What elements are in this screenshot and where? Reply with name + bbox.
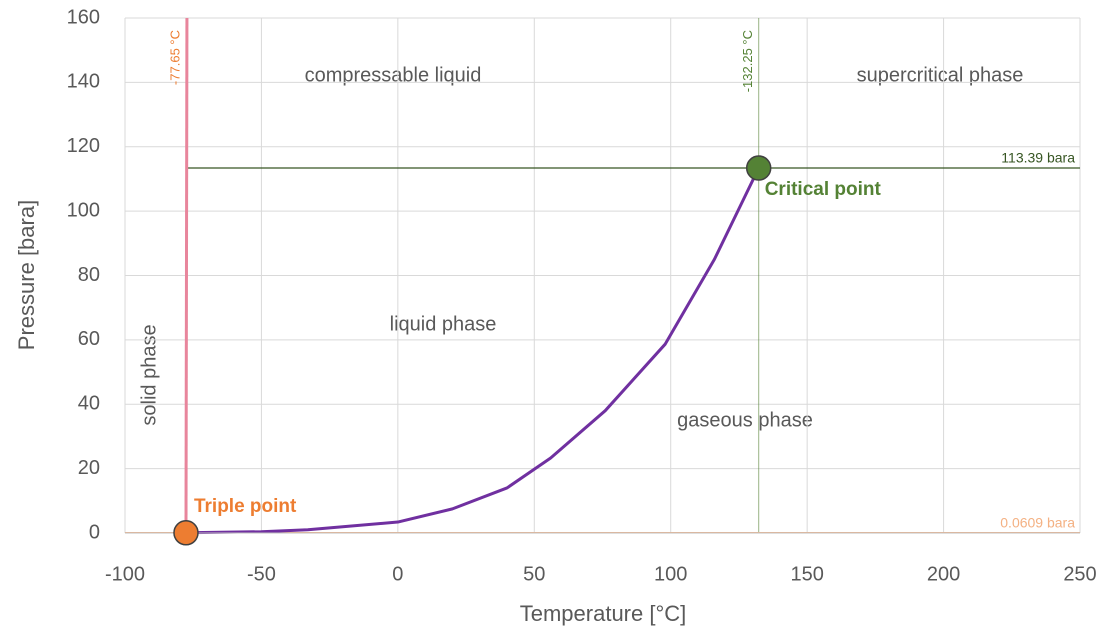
y-tick-label: 80: [78, 264, 100, 286]
region-label: liquid phase: [390, 313, 497, 335]
reference-label: -77.65 °C: [167, 30, 182, 85]
reference-label: 0.0609 bara: [1000, 515, 1075, 531]
point-label: Critical point: [765, 179, 882, 200]
region-label: supercritical phase: [857, 64, 1024, 86]
x-tick-label: 100: [654, 563, 687, 585]
point: [173, 520, 199, 546]
region-label: compressable liquid: [305, 64, 482, 86]
x-tick-label: 50: [523, 563, 545, 585]
point-label: Triple point: [194, 496, 297, 517]
region-label: solid phase: [138, 324, 160, 425]
point: [745, 155, 772, 181]
x-tick-label: -100: [105, 563, 145, 585]
y-tick-label: 120: [67, 135, 100, 157]
reference-label: 113.39 bara: [1001, 150, 1075, 166]
x-tick-label: 0: [392, 563, 403, 585]
x-axis-title: Temperature [°C]: [520, 601, 687, 626]
curve: [185, 167, 761, 535]
curve: [184, 17, 189, 533]
x-tick-label: 200: [927, 563, 960, 585]
y-tick-label: 160: [67, 6, 100, 28]
reference-label: -132.25 °C: [740, 30, 755, 92]
y-tick-label: 140: [67, 71, 100, 93]
region-label: gaseous phase: [677, 409, 813, 431]
x-tick-label: 150: [790, 563, 823, 585]
x-tick-label: -50: [247, 563, 276, 585]
y-axis-title: Pressure [bara]: [14, 200, 39, 350]
y-tick-label: 40: [78, 393, 100, 415]
y-tick-label: 20: [78, 457, 100, 479]
y-tick-label: 60: [78, 328, 100, 350]
y-tick-label: 100: [67, 199, 100, 221]
x-tick-label: 250: [1063, 563, 1096, 585]
y-tick-label: 0: [89, 521, 100, 543]
